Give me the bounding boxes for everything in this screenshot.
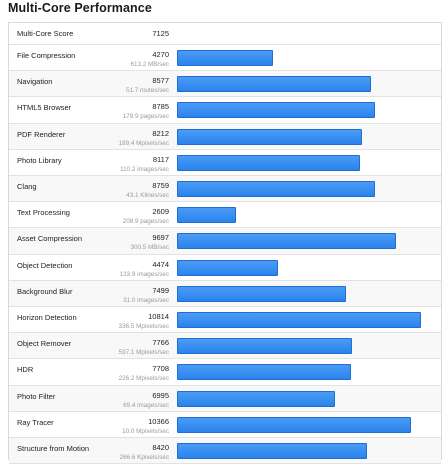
test-name: HTML5 Browser [17, 103, 72, 113]
test-score: 6995 [152, 390, 169, 400]
test-name: Photo Filter [17, 391, 56, 401]
test-rate: 189.4 Mpixels/sec [118, 139, 169, 147]
test-row: HDR 7708 226.2 Mpixels/sec [9, 359, 441, 386]
test-rate: 110.2 images/sec [120, 165, 169, 173]
multi-core-score-value: 7125 [152, 29, 169, 38]
test-row: Text Processing 2609 208.9 pages/sec [9, 202, 441, 229]
test-score: 8759 [152, 181, 169, 190]
test-rate: 597.1 Mpixels/sec [118, 349, 169, 357]
test-rate: 336.5 Mpixels/sec [118, 323, 169, 330]
test-name: Horizon Detection [17, 313, 77, 322]
test-score: 10366 [148, 416, 169, 426]
page-title: Multi-Core Performance [8, 1, 152, 15]
test-row: HTML5 Browser 8785 179.9 pages/sec [9, 97, 441, 124]
test-score: 7766 [152, 338, 169, 348]
score-bar [177, 154, 360, 171]
test-name: Object Remover [17, 339, 72, 349]
multi-core-score-row: Multi-Core Score 7125 [9, 23, 441, 45]
test-rate: 266.6 Kpixels/sec [119, 454, 169, 461]
test-name: Background Blur [17, 286, 73, 296]
test-rate: 43.1 Klines/sec [126, 192, 169, 199]
test-name: Object Detection [17, 260, 73, 270]
test-rate: 300.5 MB/sec [130, 244, 169, 252]
test-name: Navigation [17, 77, 53, 87]
test-score: 4474 [152, 259, 169, 269]
test-score: 7499 [152, 285, 169, 295]
test-name: File Compression [17, 51, 76, 60]
test-score: 8420 [152, 443, 169, 452]
score-bar [177, 233, 396, 250]
test-row: Photo Filter 6995 69.4 images/sec [9, 385, 441, 412]
score-bar [177, 76, 371, 93]
test-name: Ray Tracer [17, 417, 54, 427]
score-bar [177, 443, 367, 459]
score-bar [177, 416, 411, 433]
test-row: Structure from Motion 8420 266.6 Kpixels/s… [9, 438, 441, 464]
test-name: Asset Compression [17, 234, 83, 244]
test-rate: 613.2 MB/sec [130, 61, 169, 68]
score-bar [177, 390, 335, 407]
score-bar [177, 312, 421, 328]
score-bar [177, 207, 236, 224]
score-bar [177, 285, 346, 302]
test-rate: 179.9 pages/sec [122, 113, 169, 121]
score-bar [177, 102, 375, 119]
test-name: Structure from Motion [17, 444, 90, 453]
test-rate: 69.4 images/sec [123, 401, 169, 409]
test-score: 10814 [148, 312, 169, 321]
score-bar [177, 338, 352, 355]
score-bar [177, 259, 278, 276]
test-score: 2609 [152, 207, 169, 217]
test-score: 8577 [152, 76, 169, 86]
test-score: 9697 [152, 233, 169, 243]
test-name: PDF Renderer [17, 129, 66, 139]
test-row: File Compression 4270 613.2 MB/sec [9, 45, 441, 72]
test-score: 8785 [152, 102, 169, 112]
test-row: Photo Library 8117 110.2 images/sec [9, 150, 441, 176]
test-rate: 51.7 routes/sec [125, 87, 169, 95]
test-row: Horizon Detection 10814 336.5 Mpixels/sec [9, 307, 441, 334]
test-rate: 226.2 Mpixels/sec [118, 375, 169, 383]
test-score: 4270 [152, 50, 169, 59]
test-row: Object Detection 4474 133.9 images/sec [9, 255, 441, 281]
test-name: HDR [17, 365, 34, 375]
test-rate: 10.0 Mpixels/sec [122, 427, 169, 435]
test-row: Asset Compression 9697 300.5 MB/sec [9, 228, 441, 255]
test-rate: 31.0 images/sec [123, 296, 169, 304]
test-rate: 208.9 pages/sec [122, 218, 169, 226]
test-row: Background Blur 7499 31.0 images/sec [9, 280, 441, 307]
test-row: PDF Renderer 8212 189.4 Mpixels/sec [9, 123, 441, 150]
test-score: 7708 [152, 364, 169, 374]
test-row: Navigation 8577 51.7 routes/sec [9, 71, 441, 98]
test-row: Object Remover 7766 597.1 Mpixels/sec [9, 333, 441, 360]
score-bar [177, 128, 362, 145]
test-name: Text Processing [17, 208, 70, 218]
score-bar [177, 181, 375, 197]
test-row: Ray Tracer 10366 10.0 Mpixels/sec [9, 412, 441, 438]
score-bar [177, 50, 273, 66]
test-row: Clang 8759 43.1 Klines/sec [9, 176, 441, 203]
test-score: 8117 [152, 154, 169, 164]
test-name: Clang [17, 182, 37, 191]
benchmark-table: Multi-Core Score 7125 File Compression 42… [8, 22, 442, 464]
test-rate: 133.9 images/sec [119, 270, 169, 278]
test-score: 8212 [152, 128, 169, 138]
score-bar [177, 364, 351, 381]
multi-core-score-label: Multi-Core Score [17, 29, 74, 38]
test-name: Photo Library [17, 155, 62, 165]
